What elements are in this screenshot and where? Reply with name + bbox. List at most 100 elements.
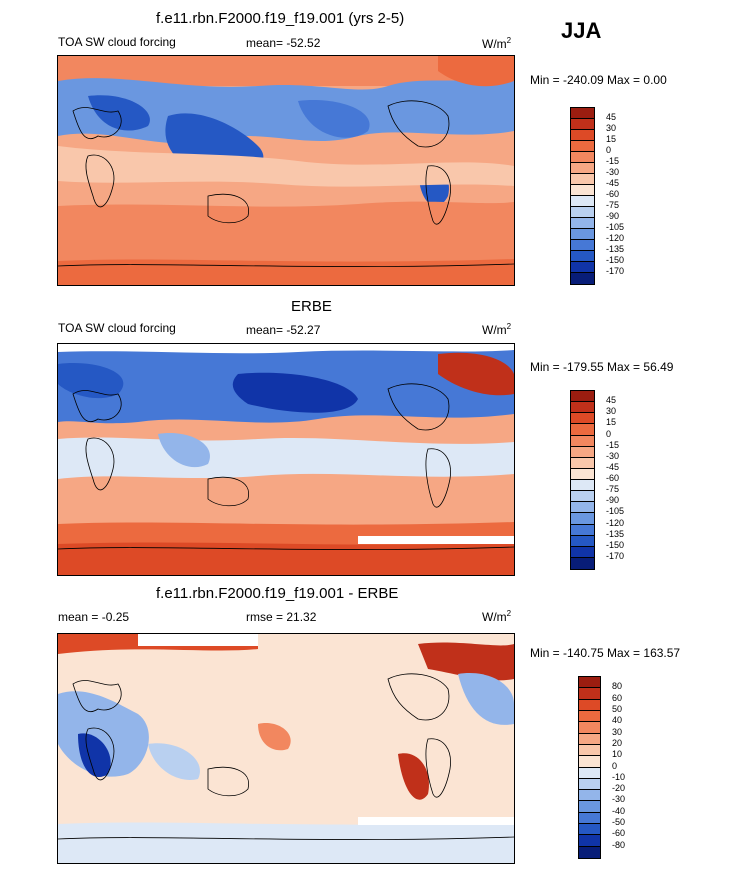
panel1-left-label: TOA SW cloud forcing	[58, 35, 176, 49]
colorbar-segment	[571, 557, 594, 569]
colorbar-tick-label: 45	[606, 112, 617, 122]
colorbar-segment	[571, 229, 594, 240]
colorbar-segment	[571, 141, 594, 152]
colorbar-tick-label: 40	[612, 715, 623, 726]
panel2-minmax: Min = -179.55 Max = 56.49	[530, 360, 674, 374]
colorbar-tick-label: -80	[612, 839, 626, 850]
colorbar-tick-label: -120	[606, 233, 625, 243]
season-label: JJA	[561, 18, 602, 43]
colorbar-tick-label: 0	[606, 428, 612, 439]
colorbar-segment	[579, 801, 600, 813]
colorbar-segment	[579, 756, 600, 768]
colorbar-segment	[571, 424, 594, 436]
colorbar-segment	[579, 677, 600, 689]
colorbar-tick-label: -135	[606, 528, 625, 539]
panel2-left-label: TOA SW cloud forcing	[58, 321, 176, 335]
colorbar-segment	[571, 119, 594, 130]
colorbar-tick-label: -150	[606, 539, 625, 550]
panel3-colorbar	[578, 676, 601, 859]
panel3-units: W/m2	[482, 609, 512, 624]
colorbar-tick-label: -105	[606, 506, 625, 517]
colorbar-segment	[571, 446, 594, 458]
colorbar-tick-label: 30	[612, 726, 623, 737]
panel1-minmax: Min = -240.09 Max = 0.00	[530, 73, 667, 87]
colorbar-tick-label: 50	[612, 703, 623, 714]
colorbar-tick-label: -45	[606, 178, 620, 188]
colorbar-segment	[571, 130, 594, 141]
colorbar-segment	[571, 240, 594, 251]
colorbar-segment	[571, 491, 594, 503]
panel2-colorbar	[570, 390, 595, 570]
colorbar-tick-label: -75	[606, 200, 620, 210]
colorbar-segment	[571, 502, 594, 514]
colorbar-segment	[571, 273, 594, 284]
colorbar-segment	[571, 435, 594, 447]
colorbar-segment	[579, 733, 600, 745]
colorbar-segment	[571, 152, 594, 163]
colorbar-tick-label: -20	[612, 783, 626, 794]
colorbar-segment	[571, 457, 594, 469]
colorbar-segment	[579, 846, 600, 858]
panel2-field	[58, 344, 514, 575]
colorbar-segment	[571, 185, 594, 196]
colorbar-segment	[579, 688, 600, 700]
colorbar-segment	[579, 790, 600, 802]
colorbar-tick-label: -30	[606, 450, 620, 461]
colorbar-tick-label: 30	[606, 406, 617, 417]
panel2-map	[57, 343, 515, 576]
colorbar-segment	[571, 391, 594, 403]
colorbar-segment	[571, 196, 594, 207]
colorbar-segment	[571, 524, 594, 536]
colorbar-tick-label: -50	[612, 817, 626, 828]
colorbar-tick-label: -135	[606, 244, 625, 254]
colorbar-tick-label: 45	[606, 395, 617, 406]
colorbar-tick-label: -45	[606, 461, 620, 472]
colorbar-segment	[571, 174, 594, 185]
colorbar-tick-label: -120	[606, 517, 625, 528]
panel2-title: ERBE	[291, 298, 332, 315]
colorbar-tick-label: -75	[606, 484, 620, 495]
colorbar-segment	[579, 812, 600, 825]
colorbar-segment	[571, 251, 594, 262]
colorbar-segment	[579, 722, 600, 734]
colorbar-segment	[571, 262, 594, 273]
colorbar-tick-label: 15	[606, 417, 617, 428]
colorbar-tick-label: 15	[606, 134, 617, 144]
colorbar-segment	[571, 513, 594, 525]
colorbar-segment	[579, 824, 600, 836]
panel1-units: W/m2	[482, 36, 512, 51]
colorbar-segment	[579, 744, 600, 757]
panel3-map	[57, 633, 515, 864]
colorbar-tick-label: -170	[606, 550, 625, 561]
colorbar-tick-label: -60	[606, 189, 620, 199]
colorbar-segment	[571, 468, 594, 480]
panel1-map	[57, 55, 515, 286]
colorbar-segment	[571, 108, 594, 119]
colorbar-tick-label: -10	[612, 771, 626, 782]
colorbar-tick-label: 0	[606, 145, 612, 155]
colorbar-tick-label: -90	[606, 495, 620, 506]
colorbar-segment	[571, 546, 594, 558]
colorbar-tick-label: -30	[612, 794, 626, 805]
colorbar-tick-label: -40	[612, 805, 626, 816]
panel3-field	[58, 634, 514, 863]
colorbar-tick-label: 30	[606, 123, 617, 133]
colorbar-tick-label: -170	[606, 266, 625, 276]
panel2-units: W/m2	[482, 322, 512, 337]
colorbar-tick-label: 80	[612, 681, 623, 692]
colorbar-tick-label: -90	[606, 211, 620, 221]
colorbar-tick-label: -105	[606, 222, 625, 232]
panel1-title: f.e11.rbn.F2000.f19_f19.001 (yrs 2-5)	[156, 10, 405, 27]
colorbar-segment	[571, 207, 594, 218]
colorbar-tick-label: 10	[612, 749, 623, 760]
panel3-minmax: Min = -140.75 Max = 163.57	[530, 646, 681, 660]
colorbar-segment	[579, 710, 600, 723]
panel3-left-label: mean = -0.25	[58, 610, 130, 624]
colorbar-segment	[571, 163, 594, 174]
colorbar-tick-label: 20	[612, 737, 623, 748]
panel1-mean: mean= -52.52	[246, 36, 321, 50]
colorbar-tick-label: -30	[606, 167, 620, 177]
colorbar-segment	[571, 480, 594, 492]
colorbar-tick-label: -15	[606, 439, 620, 450]
colorbar-segment	[571, 402, 594, 414]
